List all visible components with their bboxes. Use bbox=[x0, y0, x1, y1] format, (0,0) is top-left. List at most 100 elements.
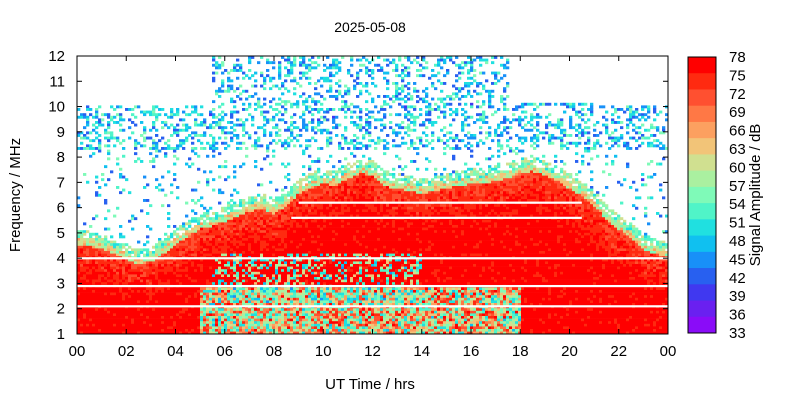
heatmap-cell bbox=[338, 167, 342, 171]
heatmap-cell bbox=[89, 245, 93, 249]
heatmap-cell bbox=[248, 214, 252, 218]
heatmap-cell bbox=[296, 269, 300, 273]
heatmap-cell bbox=[191, 110, 195, 114]
heatmap-cell bbox=[305, 196, 309, 200]
heatmap-cell bbox=[299, 76, 303, 80]
heatmap-cell bbox=[134, 258, 138, 262]
heatmap-cell bbox=[263, 222, 267, 226]
heatmap-cell bbox=[197, 199, 201, 202]
heatmap-cell bbox=[314, 230, 318, 234]
heatmap-cell bbox=[335, 310, 339, 314]
heatmap-cell bbox=[158, 292, 162, 296]
heatmap-cell bbox=[260, 290, 264, 293]
heatmap-cell bbox=[278, 326, 282, 330]
heatmap-cell bbox=[98, 300, 102, 304]
heatmap-cell bbox=[284, 225, 288, 228]
heatmap-cell bbox=[110, 326, 114, 330]
heatmap-cell bbox=[146, 282, 150, 286]
heatmap-cell bbox=[308, 277, 312, 280]
heatmap-cell bbox=[317, 238, 321, 241]
heatmap-cell bbox=[311, 271, 315, 275]
heatmap-cell bbox=[329, 258, 333, 262]
heatmap-cell bbox=[215, 251, 219, 254]
heatmap-cell bbox=[302, 300, 306, 304]
heatmap-cell bbox=[215, 308, 219, 312]
heatmap-cell bbox=[305, 193, 309, 197]
heatmap-cell bbox=[233, 204, 237, 208]
heatmap-cell bbox=[230, 87, 234, 91]
heatmap-cell bbox=[299, 178, 303, 182]
heatmap-cell bbox=[221, 331, 225, 335]
heatmap-cell bbox=[311, 180, 315, 184]
heatmap-cell bbox=[116, 251, 120, 254]
heatmap-cell bbox=[224, 297, 228, 301]
heatmap-cell bbox=[269, 300, 273, 304]
heatmap-cell bbox=[119, 141, 123, 145]
heatmap-cell bbox=[122, 271, 126, 275]
heatmap-cell bbox=[332, 74, 336, 78]
heatmap-cell bbox=[320, 274, 324, 278]
heatmap-cell bbox=[326, 186, 330, 189]
heatmap-cell bbox=[233, 261, 237, 265]
heatmap-cell bbox=[134, 147, 138, 150]
heatmap-cell bbox=[149, 313, 153, 317]
heatmap-cell bbox=[98, 238, 102, 241]
heatmap-cell bbox=[257, 235, 261, 239]
heatmap-cell bbox=[131, 248, 135, 252]
heatmap-cell bbox=[275, 287, 279, 291]
heatmap-cell bbox=[134, 323, 138, 327]
heatmap-cell bbox=[140, 318, 144, 322]
heatmap-cell bbox=[104, 287, 108, 291]
heatmap-cell bbox=[293, 206, 297, 210]
heatmap-cell bbox=[323, 115, 327, 119]
heatmap-cell bbox=[287, 287, 291, 291]
heatmap-cell bbox=[209, 243, 213, 247]
heatmap-cell bbox=[224, 303, 228, 306]
heatmap-cell bbox=[203, 238, 207, 241]
heatmap-cell bbox=[317, 266, 321, 270]
heatmap-cell bbox=[86, 321, 90, 325]
heatmap-cell bbox=[329, 232, 333, 236]
heatmap-cell bbox=[143, 136, 147, 140]
heatmap-cell bbox=[146, 290, 150, 293]
heatmap-cell bbox=[242, 243, 246, 247]
heatmap-cell bbox=[149, 316, 153, 319]
heatmap-cell bbox=[308, 297, 312, 301]
heatmap-cell bbox=[260, 321, 264, 325]
heatmap-cell bbox=[212, 313, 216, 317]
heatmap-cell bbox=[110, 271, 114, 275]
heatmap-cell bbox=[269, 329, 273, 332]
heatmap-cell bbox=[335, 232, 339, 236]
heatmap-cell bbox=[275, 331, 279, 335]
heatmap-cell bbox=[167, 308, 171, 312]
heatmap-cell bbox=[116, 136, 120, 140]
heatmap-cell bbox=[260, 245, 264, 249]
heatmap-cell bbox=[95, 331, 99, 335]
heatmap-cell bbox=[245, 147, 249, 150]
heatmap-cell bbox=[209, 310, 213, 314]
heatmap-cell bbox=[164, 238, 168, 241]
heatmap-cell bbox=[299, 115, 303, 119]
heatmap-cell bbox=[278, 118, 282, 122]
heatmap-cell bbox=[257, 209, 261, 213]
heatmap-cell bbox=[218, 219, 222, 223]
heatmap-cell bbox=[179, 300, 183, 304]
heatmap-cell bbox=[302, 274, 306, 278]
heatmap-cell bbox=[107, 329, 111, 332]
heatmap-cell bbox=[119, 274, 123, 278]
heatmap-cell bbox=[206, 126, 210, 130]
heatmap-cell bbox=[212, 300, 216, 304]
heatmap-cell bbox=[83, 310, 87, 314]
heatmap-cell bbox=[191, 292, 195, 296]
heatmap-cell bbox=[206, 235, 210, 239]
heatmap-cell bbox=[176, 279, 180, 283]
heatmap-cell bbox=[224, 318, 228, 322]
heatmap-cell bbox=[278, 217, 282, 221]
heatmap-cell bbox=[98, 264, 102, 267]
heatmap-cell bbox=[314, 126, 318, 130]
heatmap-cell bbox=[332, 326, 336, 330]
heatmap-cell bbox=[272, 115, 276, 119]
heatmap-cell bbox=[203, 264, 207, 267]
heatmap-cell bbox=[293, 253, 297, 257]
heatmap-cell bbox=[302, 321, 306, 325]
